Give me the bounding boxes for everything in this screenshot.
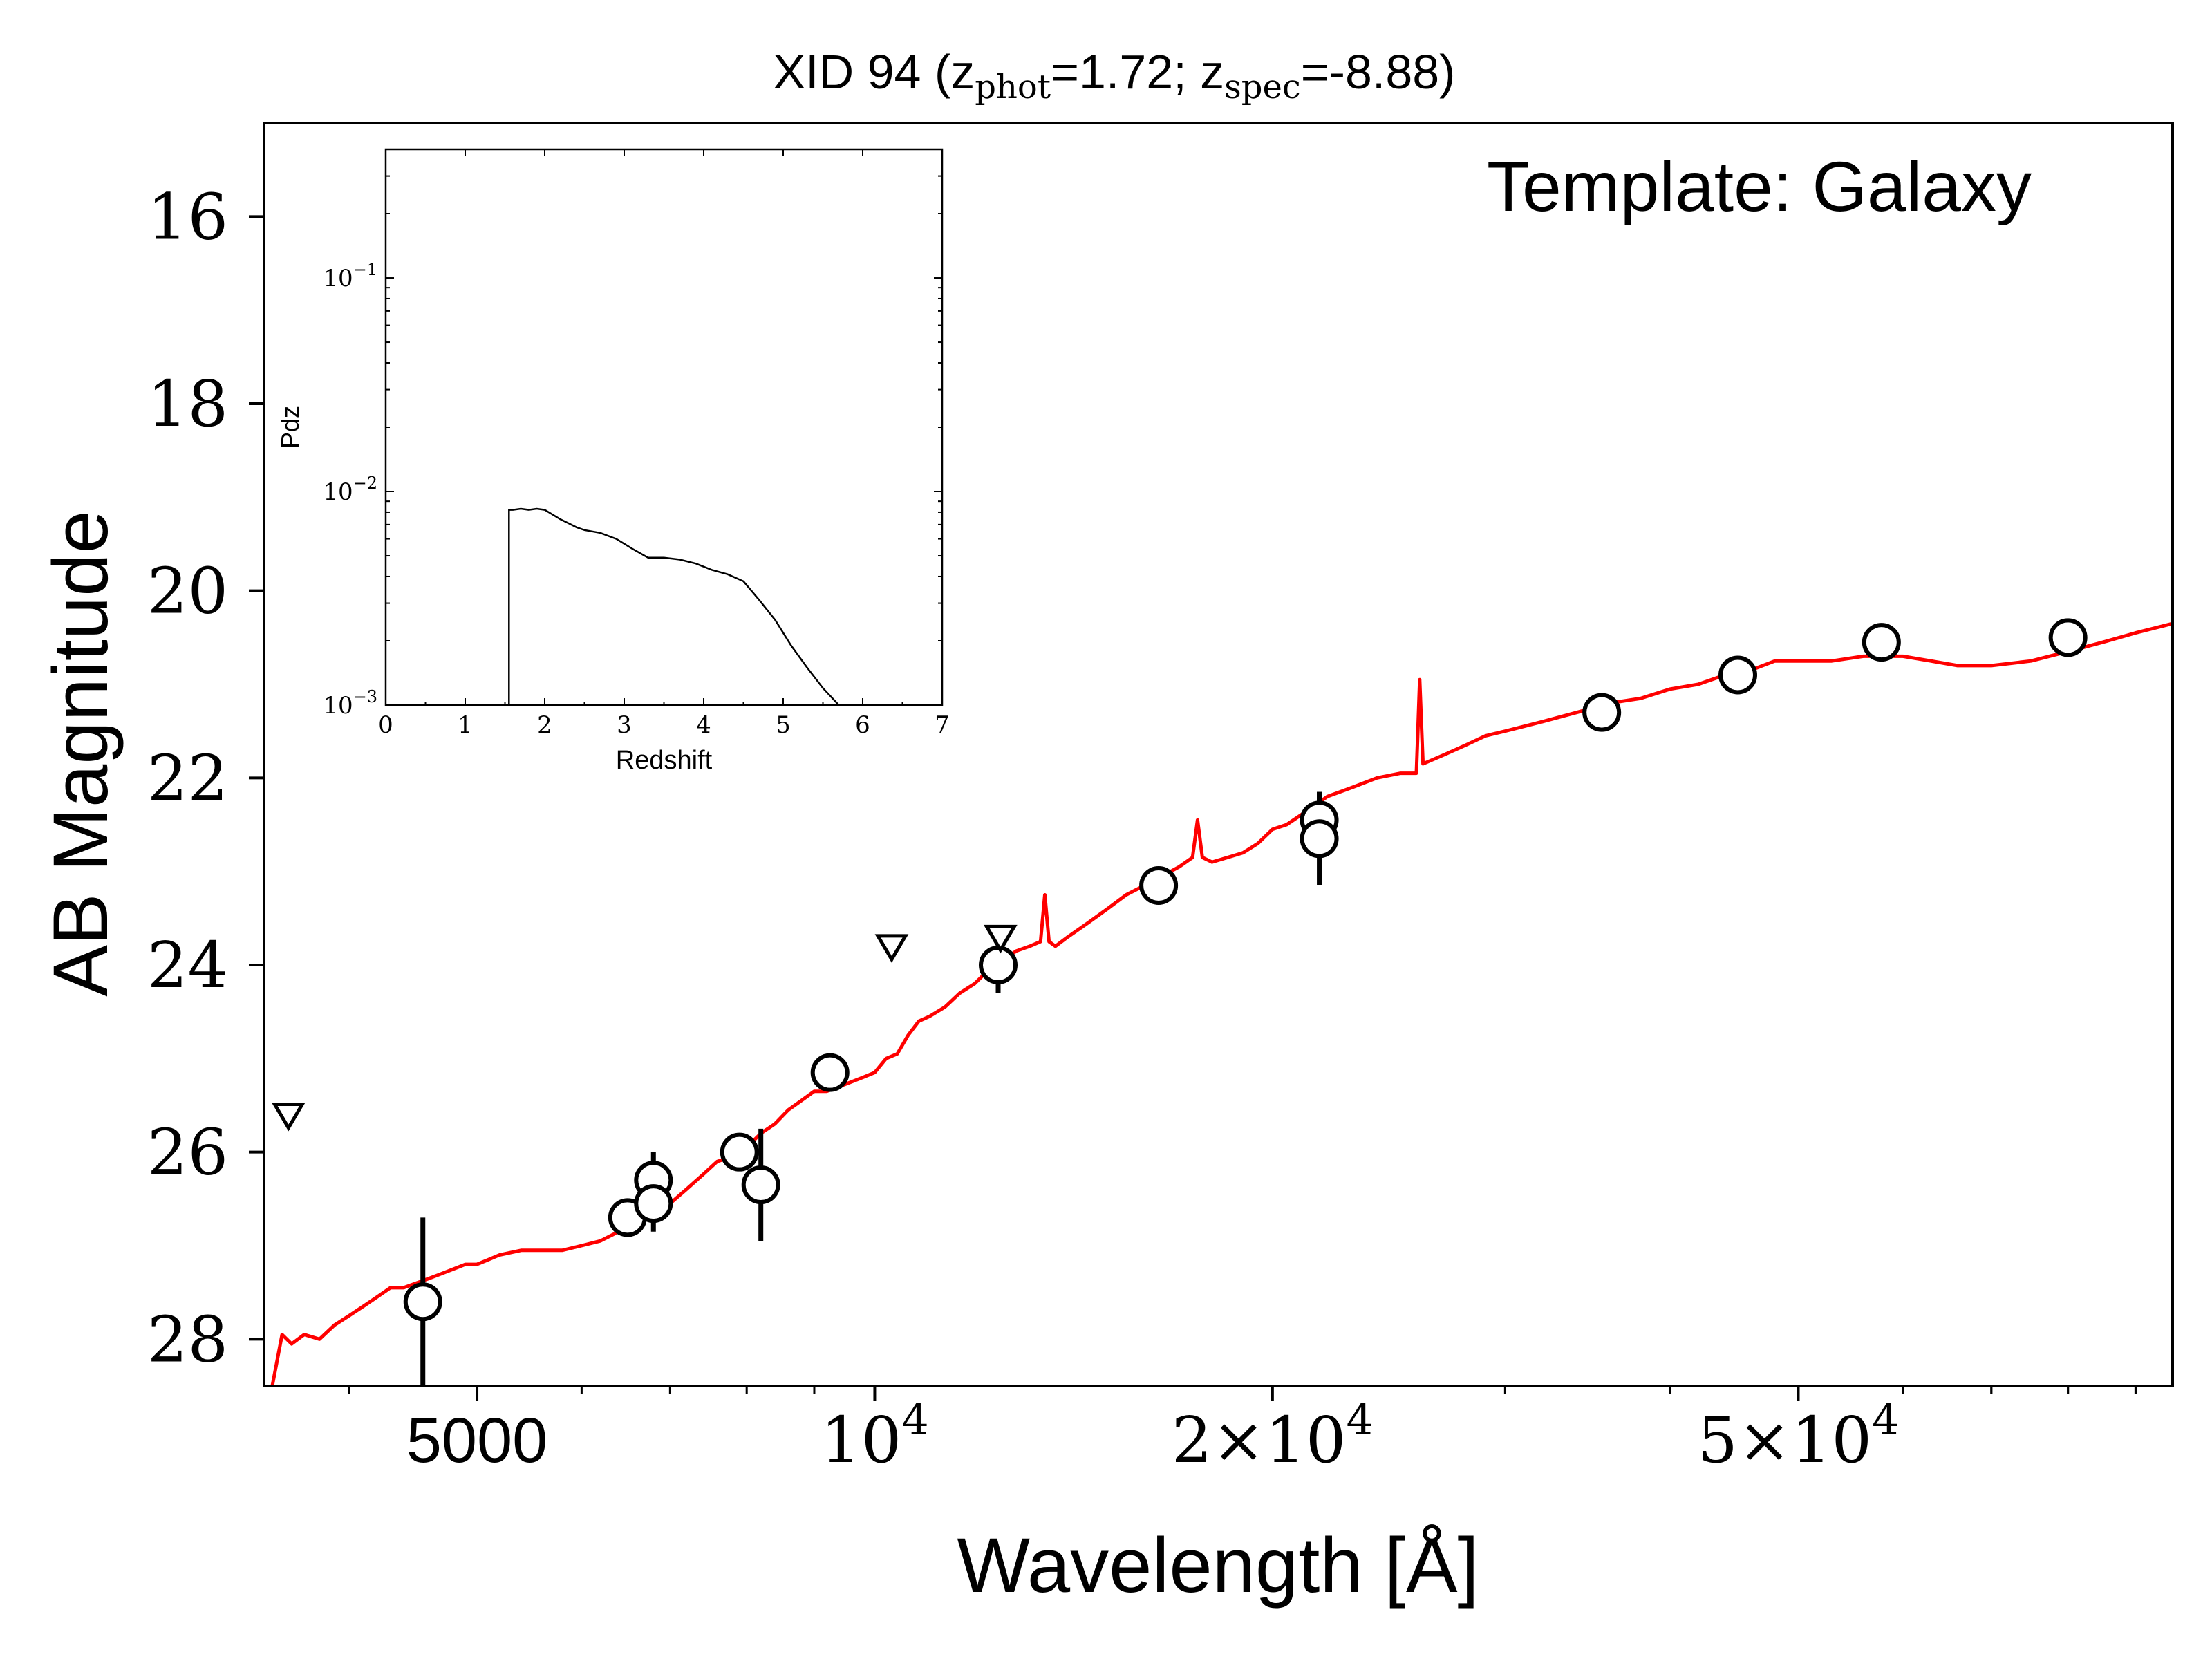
inset-x-tick-label: 0 (378, 711, 393, 739)
detection-point (1300, 819, 1339, 859)
detection-point (979, 946, 1018, 984)
inset-background (386, 149, 942, 705)
inset-y-axis-label: Pdz (276, 406, 304, 449)
upper-limit-marker (874, 934, 909, 963)
x-axis-label: Wavelength [Å] (957, 1522, 1479, 1609)
y-tick-label: 28 (147, 1302, 228, 1376)
detection-point (403, 1282, 442, 1322)
detection-point (2048, 618, 2088, 657)
detection-point (1139, 865, 1179, 905)
pdz-curve (508, 507, 840, 706)
detection-point (634, 1184, 673, 1224)
chart-title: XID 94 (zphot=1.72; zspec=-8.88) (773, 45, 1455, 106)
y-tick-label: 24 (147, 928, 228, 1002)
detection-point (720, 1132, 759, 1172)
template-annotation: Template: Galaxy (1487, 147, 2032, 226)
inset-x-tick-label: 6 (855, 711, 870, 739)
detection-point (1718, 655, 1758, 695)
y-tick-label: 26 (147, 1116, 228, 1190)
y-axis-label: AB Magnitude (37, 510, 124, 997)
detection-point (741, 1165, 780, 1205)
upper-limit-marker (983, 924, 1018, 954)
detection-point (810, 1053, 850, 1092)
detection-point (1862, 623, 1901, 662)
inset-y-tick-label: 10−3 (323, 687, 377, 720)
inset-x-tick-label: 7 (935, 711, 950, 739)
inset-x-axis-label: Redshift (616, 746, 713, 775)
x-tick-label: 5000 (406, 1405, 548, 1476)
upper-limit-marker (271, 1103, 306, 1132)
inset-y-tick-label: 10−2 (323, 474, 377, 506)
inset-x-tick-label: 2 (537, 711, 552, 739)
inset-x-tick-label: 4 (696, 711, 711, 739)
inset-x-tick-label: 3 (617, 711, 632, 739)
y-tick-label: 18 (147, 367, 228, 441)
pdz-inset: 0 1 2 3 4 5 6 7 10−3 10−2 10−1 Redshift Pdz (276, 148, 950, 775)
x-tick-label: 2×104 (1172, 1394, 1374, 1477)
y-tick-label: 16 (147, 180, 228, 254)
inset-x-tick-label: 5 (776, 711, 791, 739)
x-tick-label: 5×104 (1697, 1394, 1899, 1477)
inset-y-tick-label: 10−1 (323, 260, 377, 292)
detection-point (1582, 693, 1622, 732)
inset-frame (384, 148, 944, 706)
y-tick-label: 22 (147, 741, 228, 815)
plot-frame (263, 122, 2174, 1387)
y-tick-label: 20 (147, 554, 228, 628)
inset-x-tick-label: 1 (458, 711, 473, 739)
model-sed-line (270, 621, 2173, 1386)
x-tick-label: 104 (821, 1394, 929, 1477)
